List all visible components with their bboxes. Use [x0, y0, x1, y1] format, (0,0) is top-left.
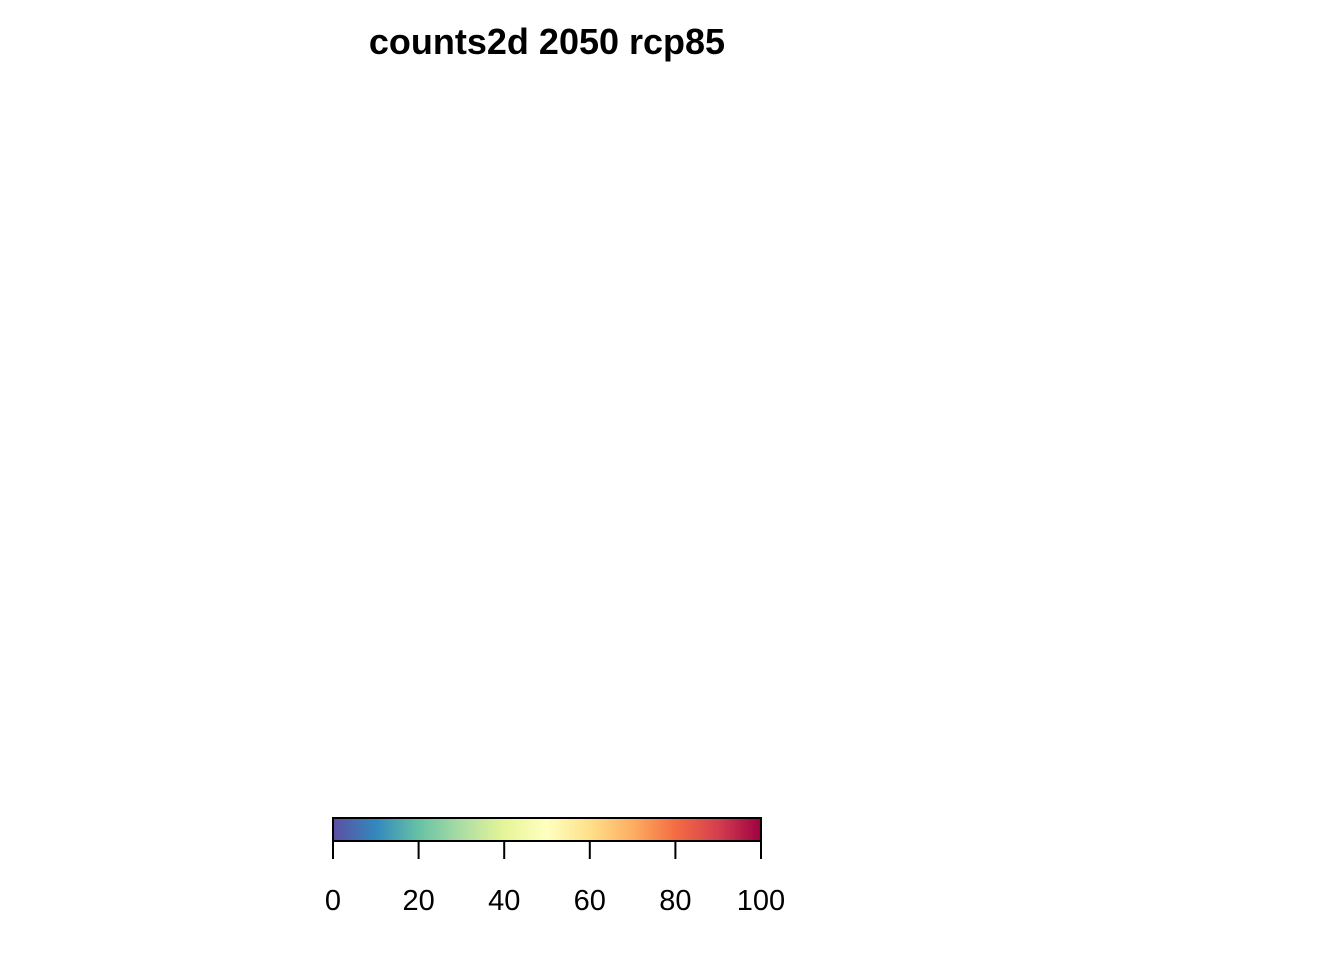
- colorbar-tick-label: 40: [488, 885, 520, 917]
- colorbar-tick-label: 20: [402, 885, 434, 917]
- chart-title: counts2d 2050 rcp85: [369, 21, 725, 62]
- colorbar-tick-label: 0: [325, 885, 341, 917]
- colorbar-tick-label: 80: [659, 885, 691, 917]
- colorbar-tick-label: 100: [737, 885, 785, 917]
- colorbar-legend: 0 20 40 60 80 100: [325, 817, 785, 917]
- colorbar-gradient: [332, 817, 762, 842]
- colorbar-tick-label: 60: [574, 885, 606, 917]
- colorbar-ticks: 0 20 40 60 80 100: [325, 841, 785, 917]
